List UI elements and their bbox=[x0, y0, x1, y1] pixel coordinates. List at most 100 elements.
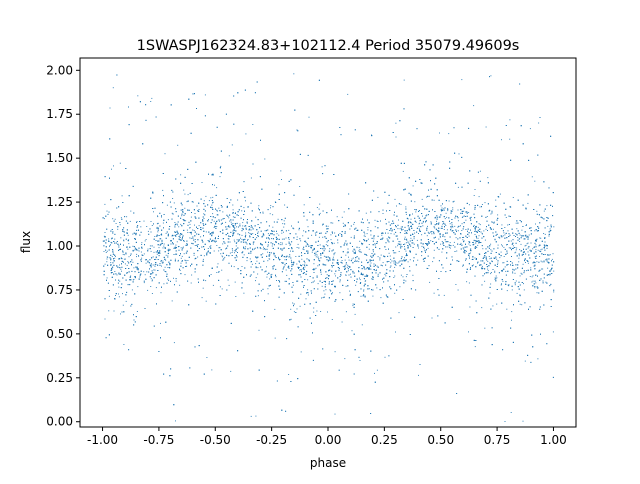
data-point bbox=[364, 268, 366, 270]
data-point bbox=[125, 300, 127, 302]
data-point bbox=[530, 242, 532, 244]
data-point bbox=[463, 240, 465, 242]
data-point bbox=[268, 255, 270, 257]
data-point bbox=[336, 216, 338, 218]
data-point bbox=[216, 226, 218, 227]
data-point bbox=[177, 144, 179, 146]
data-point bbox=[241, 227, 243, 229]
data-point bbox=[162, 189, 164, 191]
data-point bbox=[427, 247, 429, 249]
data-point bbox=[114, 271, 116, 272]
data-point bbox=[283, 267, 285, 269]
data-point bbox=[203, 213, 205, 215]
data-point bbox=[526, 224, 527, 226]
data-point bbox=[115, 255, 116, 257]
data-point bbox=[440, 243, 442, 245]
data-point bbox=[330, 234, 332, 236]
data-point bbox=[176, 253, 178, 255]
data-point bbox=[553, 270, 555, 272]
data-point bbox=[375, 270, 377, 272]
data-point bbox=[221, 269, 223, 271]
data-point bbox=[370, 234, 372, 236]
data-point bbox=[322, 264, 324, 266]
data-point bbox=[436, 220, 437, 222]
data-point bbox=[423, 248, 425, 250]
data-point bbox=[495, 199, 497, 201]
data-point bbox=[540, 237, 542, 239]
data-point bbox=[162, 222, 164, 224]
data-point bbox=[160, 238, 162, 240]
data-point bbox=[157, 216, 159, 218]
data-point bbox=[527, 239, 529, 240]
data-point bbox=[243, 292, 245, 294]
data-point bbox=[121, 266, 123, 268]
data-point bbox=[357, 291, 359, 293]
data-point bbox=[175, 280, 177, 282]
data-point bbox=[307, 279, 309, 281]
data-point bbox=[397, 262, 399, 264]
data-point bbox=[266, 229, 267, 231]
data-point bbox=[293, 311, 295, 313]
data-point bbox=[267, 260, 269, 262]
data-point bbox=[376, 287, 378, 289]
data-point bbox=[127, 248, 129, 250]
data-point bbox=[319, 212, 321, 214]
data-point bbox=[377, 196, 379, 198]
data-point bbox=[520, 243, 522, 245]
data-point bbox=[515, 249, 517, 251]
data-point bbox=[327, 228, 329, 230]
data-point bbox=[124, 258, 126, 260]
data-point bbox=[535, 249, 537, 251]
data-point bbox=[208, 200, 210, 202]
data-point bbox=[367, 229, 369, 231]
data-point bbox=[271, 273, 273, 275]
data-point bbox=[476, 225, 477, 227]
data-point bbox=[290, 243, 292, 245]
data-point bbox=[299, 186, 301, 187]
data-point bbox=[300, 240, 302, 242]
data-point bbox=[543, 210, 545, 212]
data-point bbox=[427, 268, 429, 269]
data-point bbox=[282, 248, 284, 250]
data-point bbox=[552, 253, 554, 255]
data-point bbox=[255, 216, 257, 218]
data-point bbox=[320, 311, 322, 312]
data-point bbox=[527, 262, 529, 264]
data-point bbox=[115, 223, 117, 224]
data-point bbox=[152, 279, 153, 281]
data-point bbox=[400, 274, 402, 276]
data-point bbox=[219, 247, 221, 249]
data-point bbox=[245, 234, 247, 236]
data-point bbox=[251, 263, 253, 265]
data-point bbox=[394, 275, 396, 277]
data-point bbox=[267, 237, 269, 239]
data-point bbox=[408, 242, 410, 244]
data-point bbox=[541, 248, 543, 250]
data-point bbox=[267, 233, 269, 235]
data-point bbox=[525, 244, 527, 246]
data-point bbox=[183, 189, 185, 191]
data-point bbox=[441, 241, 443, 242]
data-point bbox=[241, 234, 243, 236]
data-point bbox=[276, 280, 277, 281]
data-point bbox=[342, 266, 344, 268]
data-point bbox=[232, 250, 234, 252]
data-point bbox=[495, 275, 497, 277]
data-point bbox=[130, 305, 132, 307]
data-point bbox=[479, 224, 481, 226]
data-point bbox=[121, 270, 122, 272]
data-point bbox=[318, 208, 320, 210]
data-point bbox=[423, 218, 425, 220]
data-point bbox=[117, 282, 119, 284]
data-point bbox=[349, 290, 351, 292]
data-point bbox=[341, 321, 343, 323]
data-point bbox=[233, 239, 235, 241]
data-point bbox=[384, 273, 386, 275]
data-point bbox=[422, 243, 424, 245]
data-point bbox=[249, 258, 251, 260]
data-point bbox=[337, 242, 339, 244]
data-point bbox=[433, 199, 435, 201]
data-point bbox=[321, 166, 323, 168]
data-point bbox=[318, 236, 320, 238]
data-point bbox=[409, 266, 411, 268]
